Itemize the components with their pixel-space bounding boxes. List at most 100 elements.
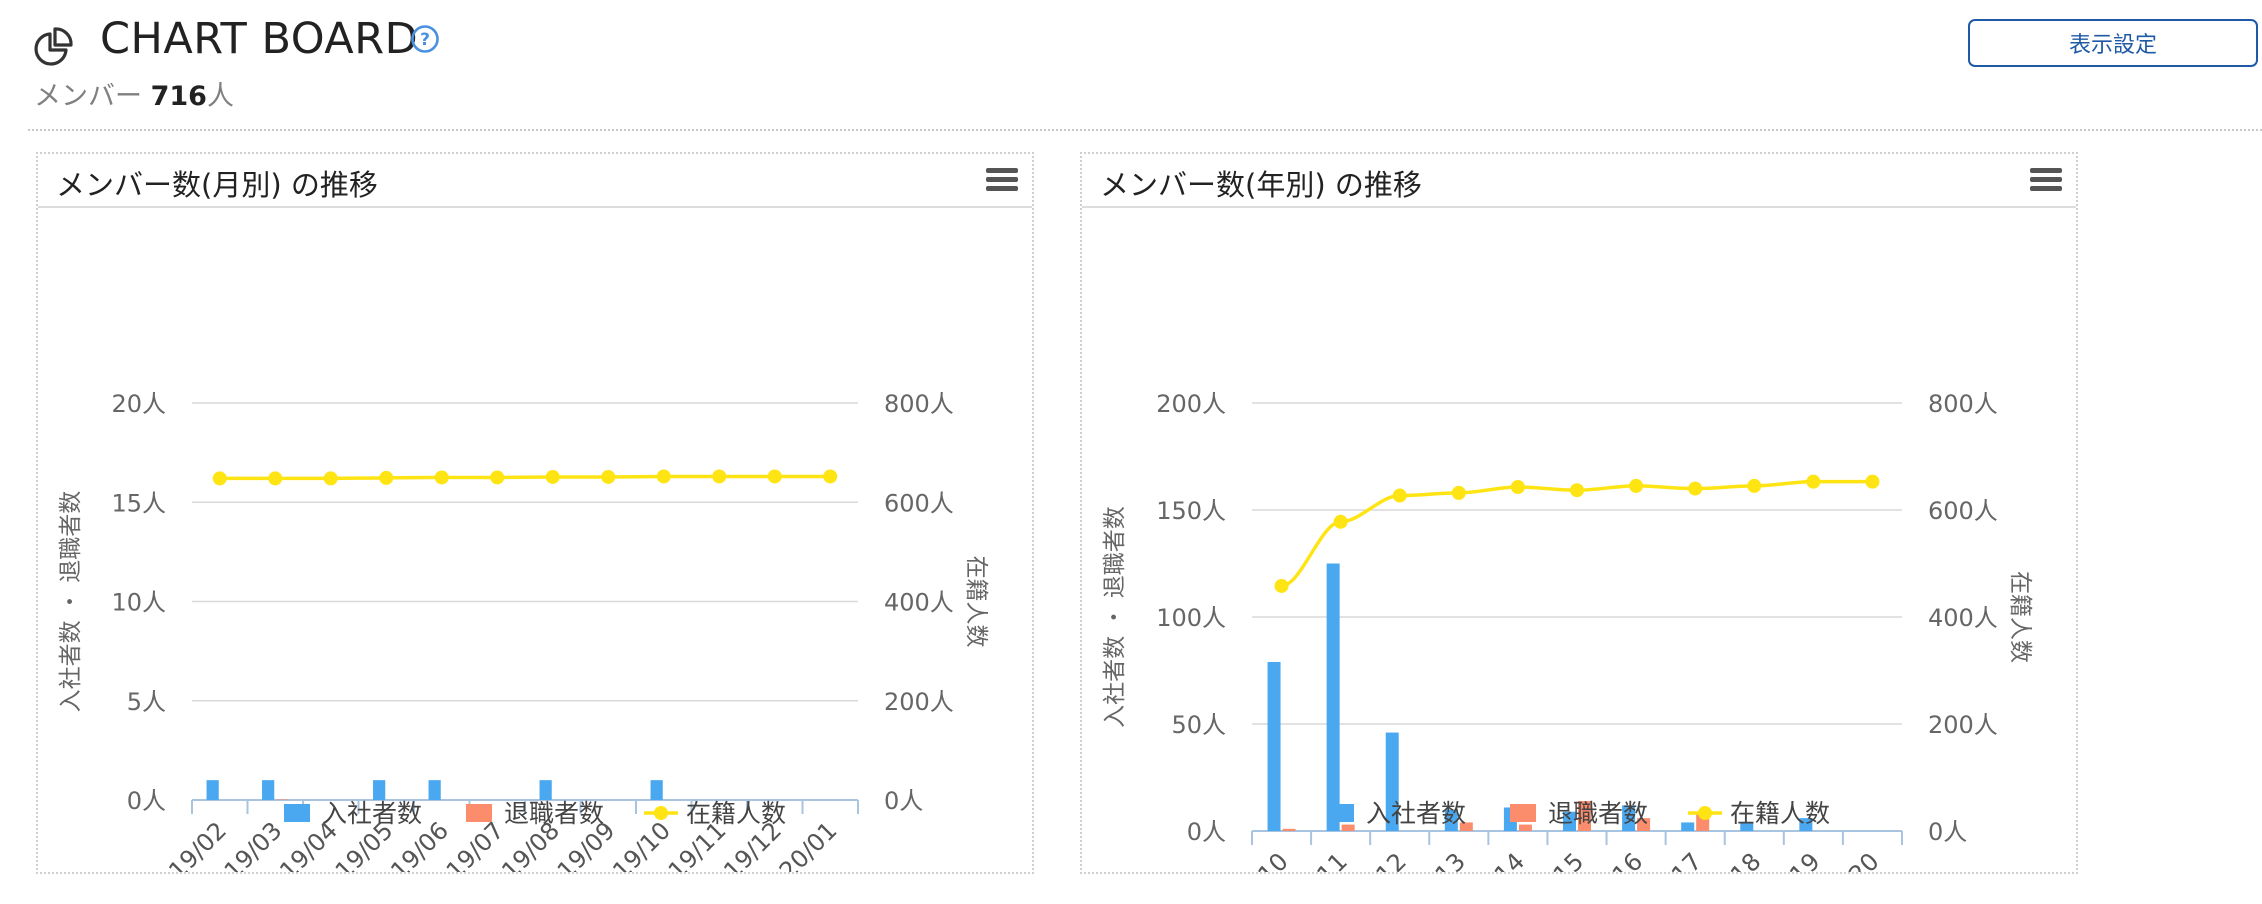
y-axis-title: 入社者数 ・ 退職者数 — [1102, 506, 1128, 728]
bar-joined — [1267, 661, 1281, 831]
y2-axis-title: 在籍人数 — [2007, 571, 2033, 663]
y-tick-label: 20人 — [111, 390, 166, 418]
panel-header: メンバー数(月別) の推移 — [38, 154, 1032, 208]
data-point-enrolled — [1510, 479, 1525, 494]
y2-axis-title: 在籍人数 — [963, 556, 989, 648]
y2-tick-label: 600人 — [884, 489, 954, 517]
x-tick-label: 2018 — [1704, 847, 1767, 872]
bar-joined — [1563, 811, 1576, 831]
series-line-enrolled — [1281, 479, 1873, 588]
member-count-unit: 人 — [206, 81, 234, 112]
y2-tick-label: 600人 — [1928, 497, 1998, 525]
data-point-enrolled — [545, 469, 560, 484]
data-point-enrolled — [1570, 483, 1584, 498]
bar-left — [1459, 822, 1473, 831]
bar-left — [1578, 801, 1591, 831]
x-tick-label: 2019/02 — [142, 816, 232, 872]
bar-left — [1341, 824, 1355, 831]
bar-joined — [1799, 818, 1813, 831]
data-point-enrolled — [268, 471, 283, 486]
data-point-enrolled — [434, 470, 449, 485]
data-point-enrolled — [656, 469, 671, 484]
x-tick-label: 2019 — [1763, 847, 1826, 872]
legend-swatch — [466, 804, 492, 822]
data-point-enrolled — [1629, 478, 1644, 493]
x-tick-label: 2014 — [1467, 847, 1530, 872]
x-tick-label: 2015 — [1526, 847, 1589, 872]
data-point-enrolled — [601, 469, 616, 484]
bar-joined — [206, 780, 219, 800]
bar-left — [1282, 828, 1296, 831]
x-tick-label: 2010 — [1231, 847, 1294, 872]
data-point-enrolled — [1392, 488, 1407, 503]
data-point-enrolled — [1865, 474, 1880, 489]
y2-tick-label: 200人 — [1928, 711, 1998, 739]
y2-tick-label: 200人 — [884, 688, 954, 716]
page-title: CHART BOARD — [100, 14, 419, 64]
x-tick-label: 2013 — [1408, 847, 1471, 872]
header-divider — [28, 129, 2262, 131]
bar-joined — [1326, 563, 1340, 831]
hamburger-menu-icon[interactable] — [986, 168, 1018, 194]
data-point-enrolled — [323, 471, 338, 486]
monthly-chart-panel: メンバー数(月別) の推移 0人 5人 10人 15人 20人 0人 200人 400人 600… — [36, 152, 1034, 874]
x-tick-label: 2017 — [1644, 847, 1707, 872]
bar-joined — [1385, 732, 1399, 831]
member-count-label: メンバー — [34, 81, 142, 112]
y2-tick-label: 800人 — [884, 390, 954, 418]
question-circle-icon[interactable]: ? — [410, 24, 440, 54]
member-count-value: 716 — [150, 81, 207, 112]
legend-label: 退職者数 — [1548, 799, 1648, 828]
bar-joined — [1681, 822, 1695, 831]
y-tick-label: 50人 — [1171, 711, 1226, 739]
legend-label: 入社者数 — [322, 799, 422, 828]
data-point-enrolled — [712, 469, 727, 484]
y-tick-label: 5人 — [127, 688, 166, 716]
legend-swatch-marker — [654, 806, 668, 820]
y-tick-label: 100人 — [1156, 604, 1226, 632]
y-tick-label: 200人 — [1156, 390, 1226, 418]
y-tick-label: 0人 — [1187, 818, 1226, 846]
x-tick-label: 2012 — [1349, 847, 1412, 872]
legend-label: 退職者数 — [504, 799, 604, 828]
member-count: メンバー 716人 — [34, 74, 234, 113]
chart-title: メンバー数(月別) の推移 — [56, 168, 378, 202]
legend-swatch — [1510, 804, 1536, 822]
bar-joined — [539, 780, 552, 800]
y2-tick-label: 400人 — [884, 589, 954, 617]
bar-left — [1518, 824, 1532, 831]
hamburger-menu-icon[interactable] — [2030, 168, 2062, 194]
y-tick-label: 150人 — [1156, 497, 1226, 525]
display-settings-button[interactable]: 表示設定 — [1968, 19, 2258, 67]
y-tick-label: 15人 — [111, 489, 166, 517]
data-point-enrolled — [1333, 514, 1348, 529]
legend-label: 在籍人数 — [686, 799, 786, 828]
data-point-enrolled — [1451, 485, 1466, 500]
y2-tick-label: 400人 — [1928, 604, 1998, 632]
data-point-enrolled — [1747, 478, 1762, 493]
y-tick-label: 0人 — [127, 787, 166, 815]
bar-left — [1637, 818, 1651, 831]
legend-label: 入社者数 — [1366, 799, 1466, 828]
monthly-members-chart: 0人5人10人15人20人0人200人400人600人800人2019/0220… — [58, 390, 989, 872]
yearly-chart-panel: メンバー数(年別) の推移 0人 50人 100人 150人 200人 0人 200人 400… — [1080, 152, 2078, 874]
legend-swatch-marker — [1698, 806, 1712, 820]
chart-title: メンバー数(年別) の推移 — [1100, 168, 1422, 202]
x-tick-label: 2016 — [1585, 847, 1648, 872]
y2-tick-label: 0人 — [1928, 818, 1967, 846]
legend-swatch — [284, 804, 310, 822]
data-point-enrolled — [490, 470, 505, 485]
legend-label: 在籍人数 — [1730, 799, 1830, 828]
data-point-enrolled — [767, 469, 782, 484]
page-header: CHART BOARD ? メンバー 716人 表示設定 — [0, 0, 2262, 132]
data-point-enrolled — [1806, 474, 1821, 489]
bar-joined — [262, 780, 275, 800]
series-line-enrolled — [219, 474, 831, 481]
bar-joined — [650, 780, 663, 800]
data-point-enrolled — [1274, 578, 1289, 593]
pie-chart-icon — [34, 27, 73, 66]
y2-tick-label: 800人 — [1928, 390, 1998, 418]
y-axis-title: 入社者数 ・ 退職者数 — [58, 491, 84, 713]
yearly-members-chart: 0人 50人 100人 150人 200人 0人 200人 400人 600人 800人 2010 2… — [1102, 390, 2033, 872]
bar-joined — [1740, 822, 1754, 831]
